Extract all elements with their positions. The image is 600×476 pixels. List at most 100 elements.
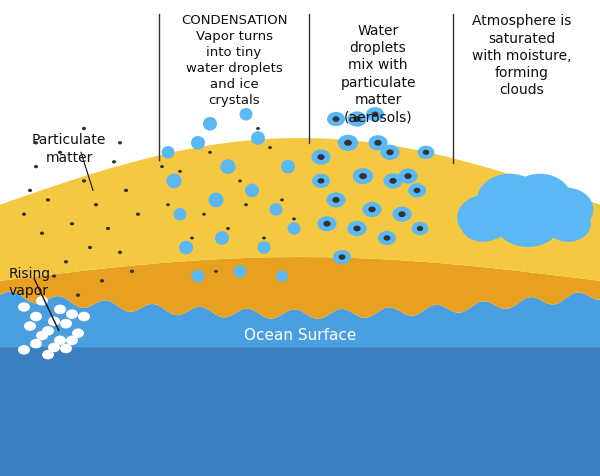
Circle shape [22, 212, 26, 216]
Circle shape [36, 331, 48, 340]
Circle shape [226, 227, 230, 230]
Circle shape [423, 150, 429, 155]
Circle shape [34, 141, 38, 145]
Ellipse shape [269, 203, 283, 216]
Circle shape [34, 165, 38, 168]
Circle shape [332, 116, 340, 122]
Ellipse shape [166, 174, 182, 188]
Circle shape [100, 279, 104, 283]
Circle shape [18, 302, 30, 312]
Ellipse shape [251, 131, 265, 145]
Circle shape [317, 154, 325, 160]
Circle shape [292, 218, 296, 220]
Circle shape [54, 336, 66, 345]
Circle shape [389, 178, 397, 184]
Circle shape [88, 246, 92, 249]
Ellipse shape [245, 184, 259, 197]
Circle shape [362, 202, 382, 217]
Text: Rising
vapor: Rising vapor [9, 267, 51, 298]
Polygon shape [0, 343, 600, 476]
Circle shape [353, 226, 361, 231]
Circle shape [359, 173, 367, 179]
Circle shape [52, 274, 56, 278]
Circle shape [509, 174, 571, 223]
Circle shape [374, 140, 382, 146]
Ellipse shape [233, 265, 247, 278]
Circle shape [190, 237, 194, 239]
Ellipse shape [161, 146, 175, 159]
Circle shape [72, 328, 84, 338]
Circle shape [82, 179, 86, 183]
Circle shape [338, 135, 358, 151]
Circle shape [332, 197, 340, 203]
Circle shape [418, 146, 434, 159]
Circle shape [94, 203, 98, 207]
Circle shape [136, 212, 140, 216]
Ellipse shape [257, 241, 271, 254]
Circle shape [60, 344, 72, 353]
Circle shape [46, 198, 50, 202]
Circle shape [412, 222, 428, 235]
Circle shape [353, 168, 373, 184]
Circle shape [398, 211, 406, 217]
Circle shape [338, 254, 346, 260]
Circle shape [457, 195, 515, 240]
Text: Ocean Surface: Ocean Surface [244, 328, 356, 343]
Circle shape [366, 107, 384, 121]
Circle shape [66, 336, 78, 345]
Circle shape [545, 206, 591, 242]
Circle shape [327, 112, 345, 126]
Circle shape [30, 312, 42, 321]
Ellipse shape [208, 193, 224, 207]
Circle shape [378, 231, 396, 245]
Circle shape [323, 221, 331, 227]
Circle shape [413, 188, 421, 193]
Text: CONDENSATION
Vapor turns
into tiny
water droplets
and ice
crystals: CONDENSATION Vapor turns into tiny water… [181, 14, 287, 107]
Circle shape [42, 350, 54, 359]
Ellipse shape [220, 159, 236, 174]
Ellipse shape [281, 160, 295, 173]
Polygon shape [0, 257, 600, 319]
Circle shape [494, 194, 562, 247]
Circle shape [311, 149, 331, 165]
Ellipse shape [191, 270, 205, 282]
Circle shape [42, 326, 54, 336]
Ellipse shape [239, 108, 253, 120]
Circle shape [118, 250, 122, 254]
Circle shape [178, 170, 182, 173]
Circle shape [214, 270, 218, 273]
Ellipse shape [287, 222, 301, 235]
Circle shape [30, 339, 42, 348]
Circle shape [36, 296, 48, 306]
Circle shape [477, 174, 543, 226]
Circle shape [371, 111, 379, 117]
Circle shape [312, 174, 330, 188]
Circle shape [160, 165, 164, 168]
Circle shape [24, 321, 36, 331]
Circle shape [112, 160, 116, 163]
Circle shape [380, 145, 400, 160]
Circle shape [460, 206, 506, 242]
Ellipse shape [215, 231, 229, 245]
Circle shape [268, 146, 272, 149]
Circle shape [368, 207, 376, 212]
Circle shape [78, 312, 90, 321]
Circle shape [347, 111, 367, 127]
Circle shape [262, 237, 266, 239]
Polygon shape [0, 138, 600, 281]
Circle shape [404, 173, 412, 179]
Ellipse shape [179, 241, 193, 254]
Circle shape [317, 216, 337, 231]
Circle shape [368, 135, 388, 150]
Text: Water
droplets
mix with
particulate
matter
(aerosols): Water droplets mix with particulate matt… [340, 24, 416, 124]
Ellipse shape [203, 117, 217, 130]
Circle shape [326, 192, 346, 208]
Circle shape [347, 221, 367, 236]
Circle shape [64, 260, 68, 264]
Ellipse shape [191, 136, 205, 149]
Circle shape [280, 198, 284, 201]
Circle shape [392, 207, 412, 222]
Circle shape [70, 222, 74, 226]
Circle shape [202, 213, 206, 216]
Circle shape [58, 150, 62, 154]
